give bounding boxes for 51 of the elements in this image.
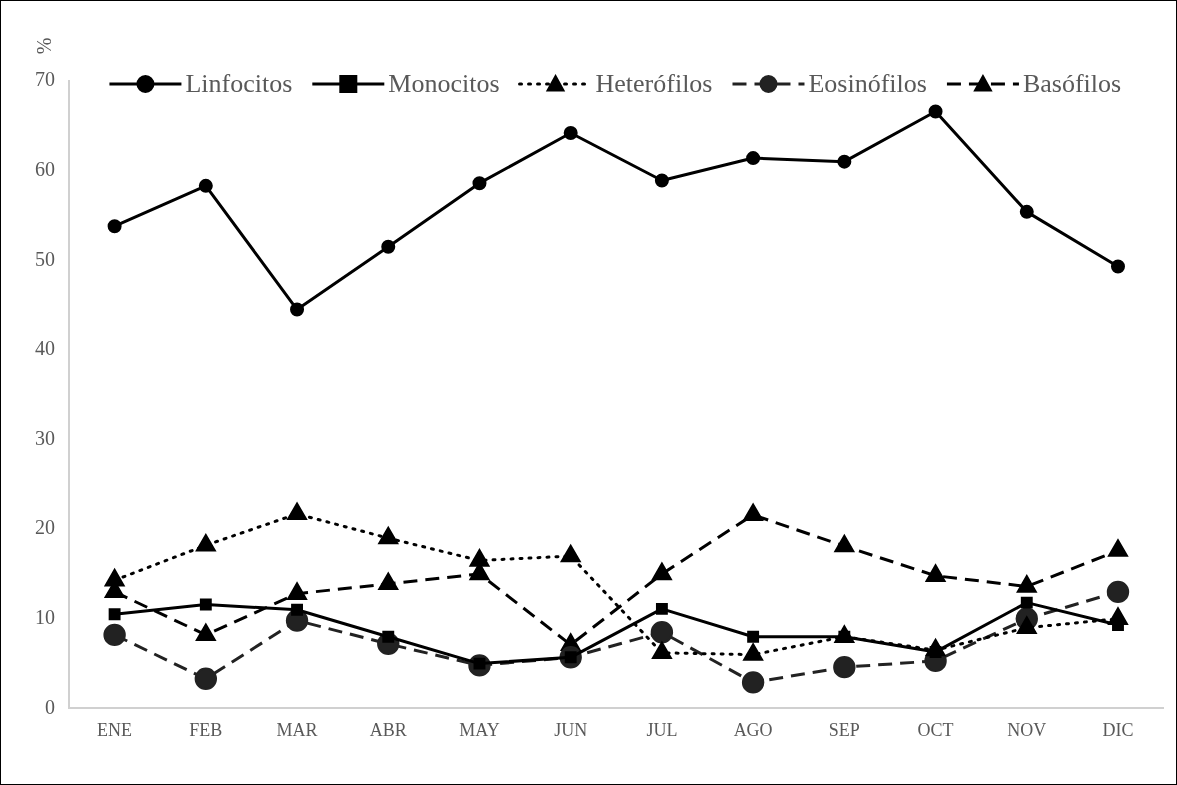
point [382, 630, 395, 643]
point [563, 125, 578, 140]
point [381, 239, 396, 254]
y-tick-label: 0 [45, 695, 55, 718]
point [291, 603, 303, 616]
x-tick-label: SEP [828, 719, 860, 740]
y-tick-label: 40 [35, 337, 55, 360]
legend-label: Monocitos [388, 68, 500, 98]
point [108, 608, 121, 621]
point [290, 302, 305, 317]
x-tick-label: ABR [369, 719, 407, 740]
y-tick-label: 30 [35, 426, 55, 449]
y-axis-title: % [33, 37, 56, 55]
point [741, 671, 765, 694]
legend-label: Heterófilos [595, 68, 713, 98]
x-tick-label: MAR [276, 719, 318, 740]
y-tick-label: 10 [35, 606, 55, 629]
point [107, 219, 122, 234]
point [103, 623, 126, 647]
x-tick-label: OCT [917, 719, 954, 740]
point [928, 104, 943, 119]
point [1020, 596, 1033, 609]
x-tick-label: MAY [459, 719, 500, 740]
legend-label: Linfocitos [185, 68, 293, 98]
x-tick-label: AGO [733, 719, 773, 740]
point [199, 598, 212, 611]
point [198, 178, 213, 193]
y-tick-label: 50 [35, 247, 55, 270]
x-tick-label: ENE [97, 719, 133, 740]
y-tick-label: 60 [35, 157, 55, 180]
point [833, 655, 856, 679]
point [746, 151, 761, 166]
point [650, 621, 674, 644]
point [747, 630, 760, 643]
y-tick-label: 20 [35, 516, 55, 539]
point [472, 176, 487, 191]
point [655, 602, 668, 615]
x-tick-label: DIC [1102, 719, 1134, 740]
point [1019, 204, 1034, 219]
x-tick-label: NOV [1007, 719, 1047, 740]
x-tick-label: JUL [646, 719, 678, 740]
point [194, 667, 218, 691]
point [1106, 580, 1130, 604]
x-tick-label: FEB [189, 719, 223, 740]
point [654, 173, 669, 188]
point [837, 154, 852, 169]
legend-label: Eosinófilos [808, 68, 927, 98]
legend-label: Basófilos [1022, 68, 1122, 98]
point [1110, 259, 1125, 274]
x-tick-label: JUN [554, 719, 588, 740]
y-tick-label: 70 [35, 68, 55, 91]
